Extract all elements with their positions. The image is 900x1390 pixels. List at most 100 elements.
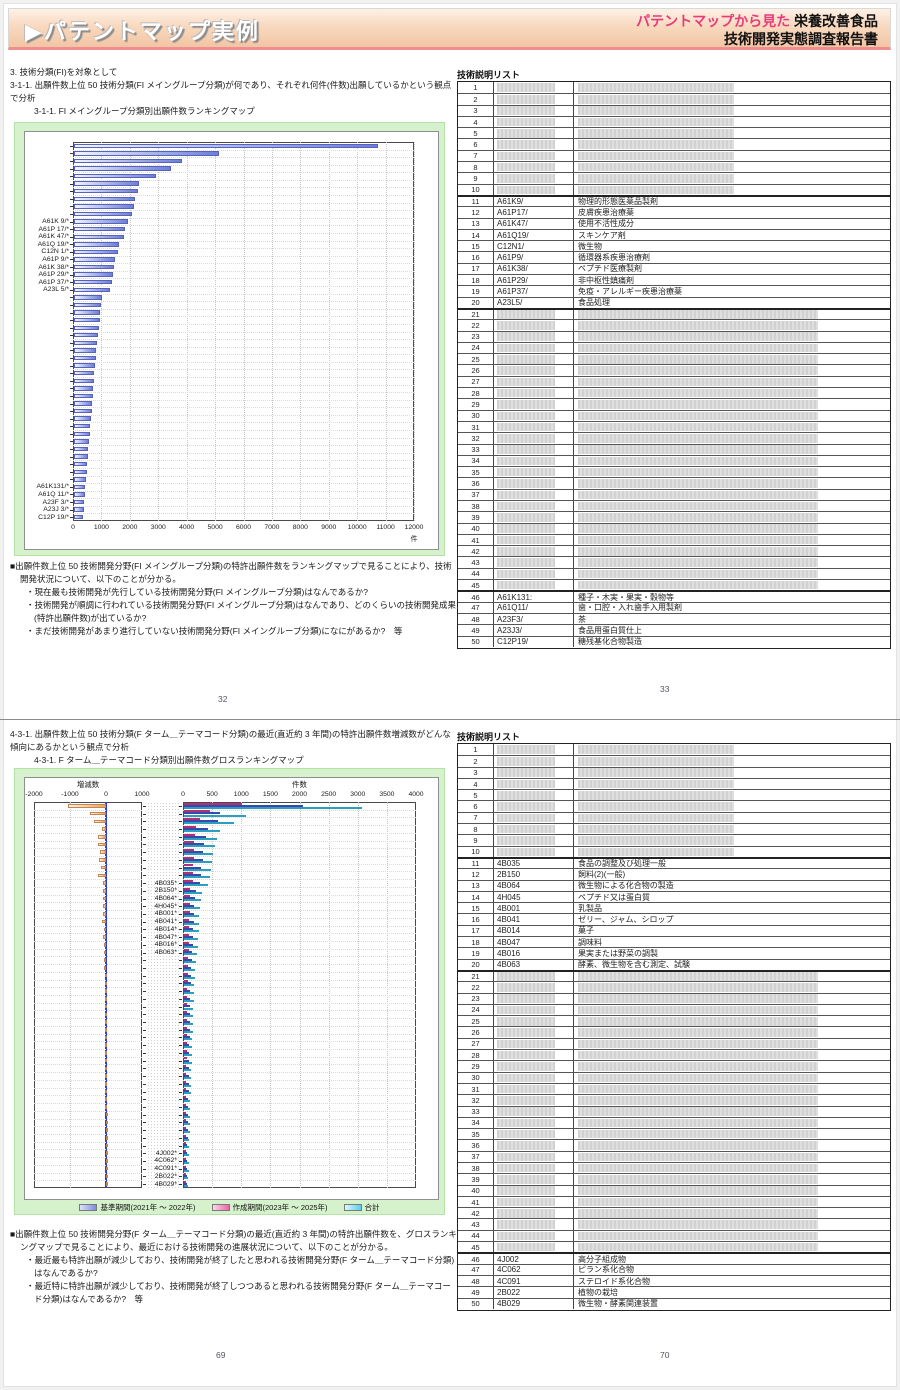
redacted-cell <box>497 400 555 409</box>
classification-code <box>494 824 574 835</box>
y-tick <box>143 906 146 908</box>
y-category-label: 4B035* <box>154 879 177 887</box>
redacted-cell <box>497 745 555 754</box>
row-gridline <box>183 840 416 842</box>
table-row: 36 <box>458 477 890 489</box>
row-number: 49 <box>458 1287 494 1298</box>
classification-code <box>494 812 574 824</box>
y-tick <box>143 1091 146 1093</box>
row-gridline <box>73 217 414 219</box>
row-number: 41 <box>458 1196 494 1208</box>
table-row: 36 <box>458 1139 890 1151</box>
row-gridline <box>183 933 416 935</box>
table-row: 38 <box>458 1161 890 1174</box>
y-tick <box>70 494 73 496</box>
base-bar <box>184 905 195 908</box>
classification-code <box>494 116 574 128</box>
classification-description <box>574 1016 890 1026</box>
base-bar <box>184 990 191 993</box>
classification-description: 微生物・酵素関連装置 <box>578 1299 658 1309</box>
table-row: 22 <box>458 319 890 331</box>
y-tick <box>143 883 146 885</box>
x-tick-label: 1000 <box>93 524 109 531</box>
total-bar <box>184 907 201 910</box>
row-gridline <box>183 1180 416 1182</box>
row-number: 11 <box>458 859 494 869</box>
total-bar <box>184 1123 190 1126</box>
redacted-cell <box>578 1163 819 1173</box>
row-gridline <box>73 460 414 462</box>
classification-description <box>574 354 890 364</box>
classification-description <box>574 501 890 511</box>
row-number: 6 <box>458 801 494 812</box>
total-bar <box>184 853 214 856</box>
redacted-cell <box>497 1175 555 1184</box>
row-gridline <box>73 475 414 477</box>
row-number: 14 <box>458 229 494 241</box>
bar <box>74 408 92 414</box>
row-gridline <box>73 422 414 424</box>
row-gridline <box>183 971 416 973</box>
row-number: 40 <box>458 523 494 534</box>
base-bar <box>184 1175 187 1178</box>
total-bar <box>184 868 211 871</box>
classification-description: 歯・口腔・入れ歯手入用製剤 <box>578 603 682 613</box>
row-gridline <box>183 848 416 850</box>
redacted-cell <box>578 972 819 981</box>
total-bar <box>184 891 203 894</box>
row-gridline <box>73 149 414 151</box>
change-bar <box>105 1136 108 1140</box>
classification-code <box>494 365 574 376</box>
redacted-cell <box>578 813 734 823</box>
table-row: 18 4B047 調味料 <box>458 936 890 948</box>
recent-bar <box>184 1157 186 1160</box>
row-gridline <box>183 1064 416 1066</box>
classification-description <box>574 824 890 834</box>
y-tick <box>70 297 73 299</box>
base-bar <box>184 1159 188 1162</box>
change-bar <box>103 912 106 916</box>
change-bar <box>104 966 107 970</box>
classification-description <box>574 490 890 500</box>
table-row: 31 <box>458 420 890 433</box>
redacted-cell <box>497 972 555 981</box>
total-bar <box>184 837 218 840</box>
redacted-cell <box>578 479 819 488</box>
redacted-cell <box>497 501 555 511</box>
classification-code <box>494 184 574 195</box>
redacted-cell <box>578 151 734 161</box>
label-zone <box>147 802 179 1188</box>
classification-description <box>574 768 890 778</box>
redacted-cell <box>578 422 819 432</box>
legend-swatch <box>79 1203 98 1211</box>
recent-bar <box>184 1150 186 1153</box>
redacted-cell <box>497 847 555 857</box>
recent-bar <box>184 1065 187 1068</box>
row-gridline <box>34 894 142 896</box>
y-category-label: 4C062* <box>154 1157 177 1165</box>
y-category-label: A23F 3/* <box>42 498 69 506</box>
y-tick <box>70 327 73 329</box>
y-tick <box>70 289 73 291</box>
row-number: 49 <box>458 625 494 636</box>
classification-description <box>574 1129 890 1139</box>
row-gridline <box>73 240 414 242</box>
recent-bar <box>184 964 188 967</box>
row-gridline <box>73 505 414 507</box>
redacted-cell <box>497 1242 555 1252</box>
y-tick <box>179 1022 182 1024</box>
table-row: 5 <box>458 789 890 801</box>
row-gridline <box>183 809 416 811</box>
y-tick <box>179 859 182 861</box>
row-number: 47 <box>458 602 494 613</box>
table-row: 10 <box>458 183 890 195</box>
y-tick <box>70 433 73 435</box>
x-tick-label: 11000 <box>376 524 395 531</box>
y-tick <box>143 1106 146 1108</box>
legend-label: 基準期間(2021年 ～ 2022年) <box>100 1202 196 1212</box>
y-tick <box>70 221 73 223</box>
y-category-label: 4C091* <box>154 1165 177 1173</box>
row-gridline <box>34 856 142 858</box>
y-tick <box>179 1106 182 1108</box>
classification-code: 4B001 <box>494 903 574 914</box>
